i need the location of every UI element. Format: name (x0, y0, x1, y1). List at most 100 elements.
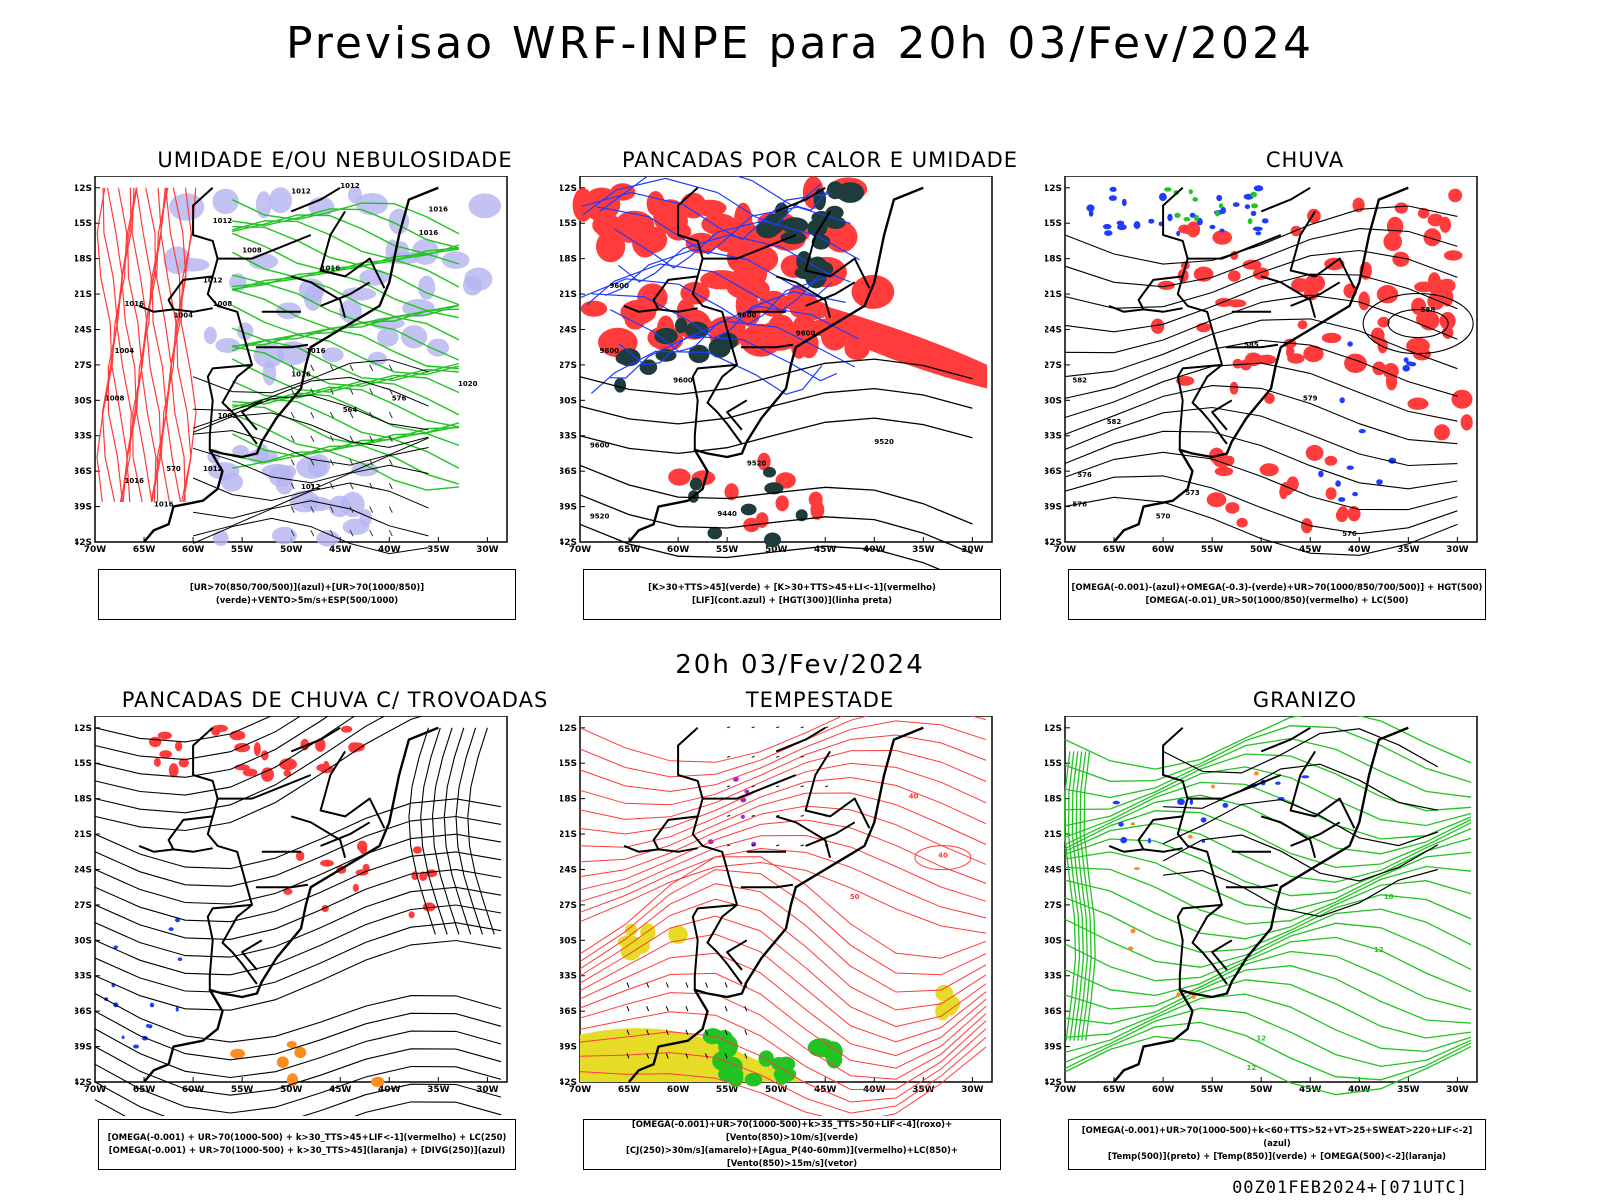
rain-red-area (1150, 318, 1165, 334)
humidity-upper-shade (321, 347, 344, 363)
convection-green-area (836, 182, 864, 203)
height-300-contour (579, 523, 958, 576)
contour-label: 9600 (796, 329, 816, 337)
contour-label: 582 (1072, 377, 1087, 385)
political-border (652, 275, 698, 313)
thunderstorm-red-area (149, 736, 162, 748)
thunderstorm-red-area (296, 850, 305, 862)
convection-green-area (614, 378, 627, 393)
hail-blue-area (1177, 798, 1185, 805)
wind-vector (388, 411, 393, 419)
panel-title: UMIDADE E/OU NEBULOSIDADE (157, 148, 513, 172)
wind-vector (290, 411, 295, 419)
wind-vector (751, 755, 755, 758)
streamline (94, 1063, 502, 1114)
rain-green-area (1188, 189, 1193, 195)
political-border (691, 363, 738, 450)
wind-vector (726, 726, 731, 729)
streamline (94, 716, 356, 796)
wind-vector (646, 1029, 650, 1035)
humidity-upper-shade (418, 275, 436, 300)
wind-vector (665, 982, 669, 988)
humidity-low-contour (232, 386, 460, 428)
wind-vector (388, 388, 393, 395)
contour-label: 1016 (124, 300, 144, 308)
panel-2: PANCADAS POR CALOR E UMIDADE 12S 15S 18S 21… (560, 148, 1080, 628)
lc-850-contour (579, 834, 987, 903)
wind-vector (685, 982, 689, 988)
lon-tick-label: 50W (765, 1085, 788, 1095)
legend-box: [UR>70(850/700/500)](azul)+[UR>70(1000/8… (98, 569, 516, 620)
isobar (192, 447, 429, 484)
political-border (740, 883, 794, 889)
wind-vector (626, 1029, 630, 1035)
lon-tick-label: 35W (427, 1085, 450, 1095)
legend-line: [UR>70(850/700/500)](azul)+[UR>70(1000/8… (189, 582, 425, 606)
wind-vector (388, 435, 393, 442)
thunderstorm-red-area (229, 730, 246, 741)
rain-blue-area (1318, 470, 1324, 478)
thickness-contour (140, 187, 157, 502)
isobar (192, 464, 429, 502)
lc-850-contour (579, 819, 987, 891)
temp-850-contour (1064, 993, 1472, 1053)
lon-tick-label: 70W (569, 1085, 592, 1095)
map-frame (1064, 716, 1478, 1083)
rain-red-area (1303, 345, 1324, 363)
lon-tick-label: 30W (476, 1085, 499, 1095)
lon-tick-label: 65W (133, 545, 156, 555)
lat-tick-label: 15S (75, 219, 92, 229)
thunderstorm-red-area (419, 871, 428, 881)
streamline (94, 851, 502, 923)
wind-vector (751, 844, 755, 847)
wind-vector (800, 726, 804, 729)
thunderstorm-orange-area (294, 1046, 307, 1059)
jet-yellow-area (640, 923, 656, 942)
streamline (94, 993, 502, 1043)
thunderstorm-orange-area (230, 1048, 246, 1059)
temp-850-contour (1064, 865, 1472, 925)
political-border (1108, 844, 1144, 853)
height-500-contour (1064, 228, 1458, 288)
lat-tick-label: 21S (1045, 830, 1062, 840)
contour-label: 1016 (419, 229, 439, 237)
thunderstorm-red-area (253, 742, 261, 757)
humidity-upper-shade (269, 187, 293, 214)
contour-label: 576 (1342, 530, 1357, 538)
rain-red-area (1335, 508, 1348, 522)
lon-tick-label: 45W (1299, 1085, 1322, 1095)
humidity-low-contour (231, 198, 460, 235)
divergence-blue-area (121, 1035, 125, 1040)
temp-850-contour (1067, 751, 1081, 1041)
rain-blue-area (1403, 357, 1409, 363)
convection-green-area (707, 526, 723, 540)
coastline (143, 726, 439, 1083)
wind-vector (349, 411, 354, 419)
wind-vector (388, 482, 393, 490)
convection-green-area (688, 344, 710, 364)
contour-label: 585 (1244, 341, 1259, 349)
wind-vector (290, 529, 295, 537)
political-border (241, 939, 263, 971)
contour-label: 9520 (590, 512, 610, 520)
rain-blue-area (1158, 221, 1163, 227)
lon-tick-label: 55W (231, 1085, 254, 1095)
convection-red-area (825, 305, 988, 389)
lat-tick-label: 33S (1045, 432, 1062, 442)
height-300-contour (579, 387, 973, 425)
thickness-contour (155, 187, 173, 502)
streamline (408, 727, 436, 935)
convection-green-area (675, 317, 688, 334)
rain-blue-area (1176, 230, 1181, 237)
wind-vector (369, 435, 374, 442)
thunderstorm-red-area (283, 888, 293, 895)
political-border (167, 815, 213, 853)
wind-vector (388, 506, 393, 513)
contour-label: 1012 (340, 182, 360, 190)
rain-red-area (1301, 518, 1313, 534)
political-border (138, 844, 174, 853)
lon-tick-label: 60W (667, 1085, 690, 1095)
convection-red-area (727, 277, 770, 300)
humidity-low-contour (232, 226, 459, 267)
legend-line: [OMEGA(-0.001) + UR>70(1000-500) + k>30_… (108, 1145, 506, 1156)
